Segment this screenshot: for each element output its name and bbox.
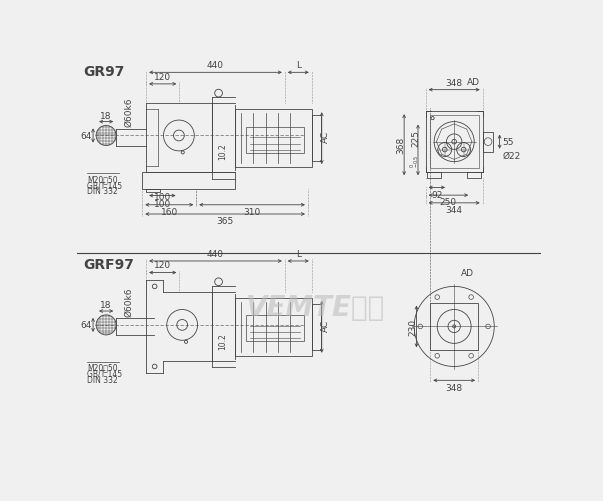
- Text: 18: 18: [100, 112, 112, 121]
- Text: GB/T 145: GB/T 145: [87, 181, 122, 190]
- Bar: [426, 112, 482, 173]
- Text: $^0_{-0.5}$: $^0_{-0.5}$: [409, 154, 422, 168]
- Bar: [428, 173, 441, 179]
- Text: 120: 120: [154, 261, 171, 270]
- Text: Ø60k6: Ø60k6: [124, 98, 133, 127]
- Text: DIN 332: DIN 332: [87, 187, 118, 196]
- Text: 368: 368: [396, 137, 405, 154]
- Bar: [467, 173, 481, 179]
- Text: AC: AC: [321, 319, 330, 331]
- Bar: [142, 173, 235, 190]
- Bar: [235, 298, 312, 356]
- Text: L: L: [295, 249, 301, 259]
- Text: 230: 230: [408, 318, 417, 335]
- Bar: [246, 127, 304, 153]
- Text: 440: 440: [207, 61, 224, 70]
- Text: 250: 250: [440, 198, 457, 207]
- Text: 348: 348: [446, 79, 463, 87]
- Bar: [429, 116, 479, 169]
- Text: 310: 310: [244, 208, 260, 216]
- Text: GB/T 145: GB/T 145: [87, 369, 122, 378]
- Text: AD: AD: [461, 269, 474, 278]
- Text: 225: 225: [411, 130, 420, 147]
- Bar: [246, 316, 304, 342]
- Bar: [235, 110, 312, 168]
- Text: VEMTE传动: VEMTE传动: [246, 294, 385, 322]
- Text: 92: 92: [431, 190, 443, 199]
- Text: 55: 55: [502, 138, 513, 147]
- Text: GRF97: GRF97: [83, 258, 134, 272]
- Text: 348: 348: [446, 383, 463, 392]
- Text: 10.2: 10.2: [219, 143, 228, 160]
- Text: M20深50: M20深50: [87, 363, 118, 372]
- Text: 160: 160: [160, 208, 178, 216]
- Text: GR97: GR97: [83, 65, 124, 79]
- Text: 100: 100: [154, 192, 171, 201]
- Text: 64: 64: [80, 132, 92, 141]
- Text: 344: 344: [446, 206, 463, 215]
- Text: 120: 120: [154, 73, 171, 82]
- Text: 440: 440: [207, 249, 224, 259]
- Text: 100: 100: [154, 199, 171, 208]
- Bar: [312, 116, 321, 161]
- Text: Ø60k6: Ø60k6: [124, 288, 133, 317]
- Text: Ø22: Ø22: [503, 152, 521, 161]
- Text: 18: 18: [100, 301, 112, 310]
- Text: L: L: [295, 61, 301, 70]
- Text: DIN 332: DIN 332: [87, 375, 118, 384]
- Text: M20深50: M20深50: [87, 175, 118, 183]
- Text: 10.2: 10.2: [219, 332, 228, 349]
- Bar: [431, 303, 478, 351]
- Text: AC: AC: [321, 130, 330, 142]
- Text: 365: 365: [216, 217, 234, 226]
- Bar: [312, 305, 321, 350]
- Text: AD: AD: [467, 78, 481, 87]
- Bar: [146, 190, 160, 193]
- Bar: [482, 132, 493, 152]
- Text: 64: 64: [80, 321, 92, 330]
